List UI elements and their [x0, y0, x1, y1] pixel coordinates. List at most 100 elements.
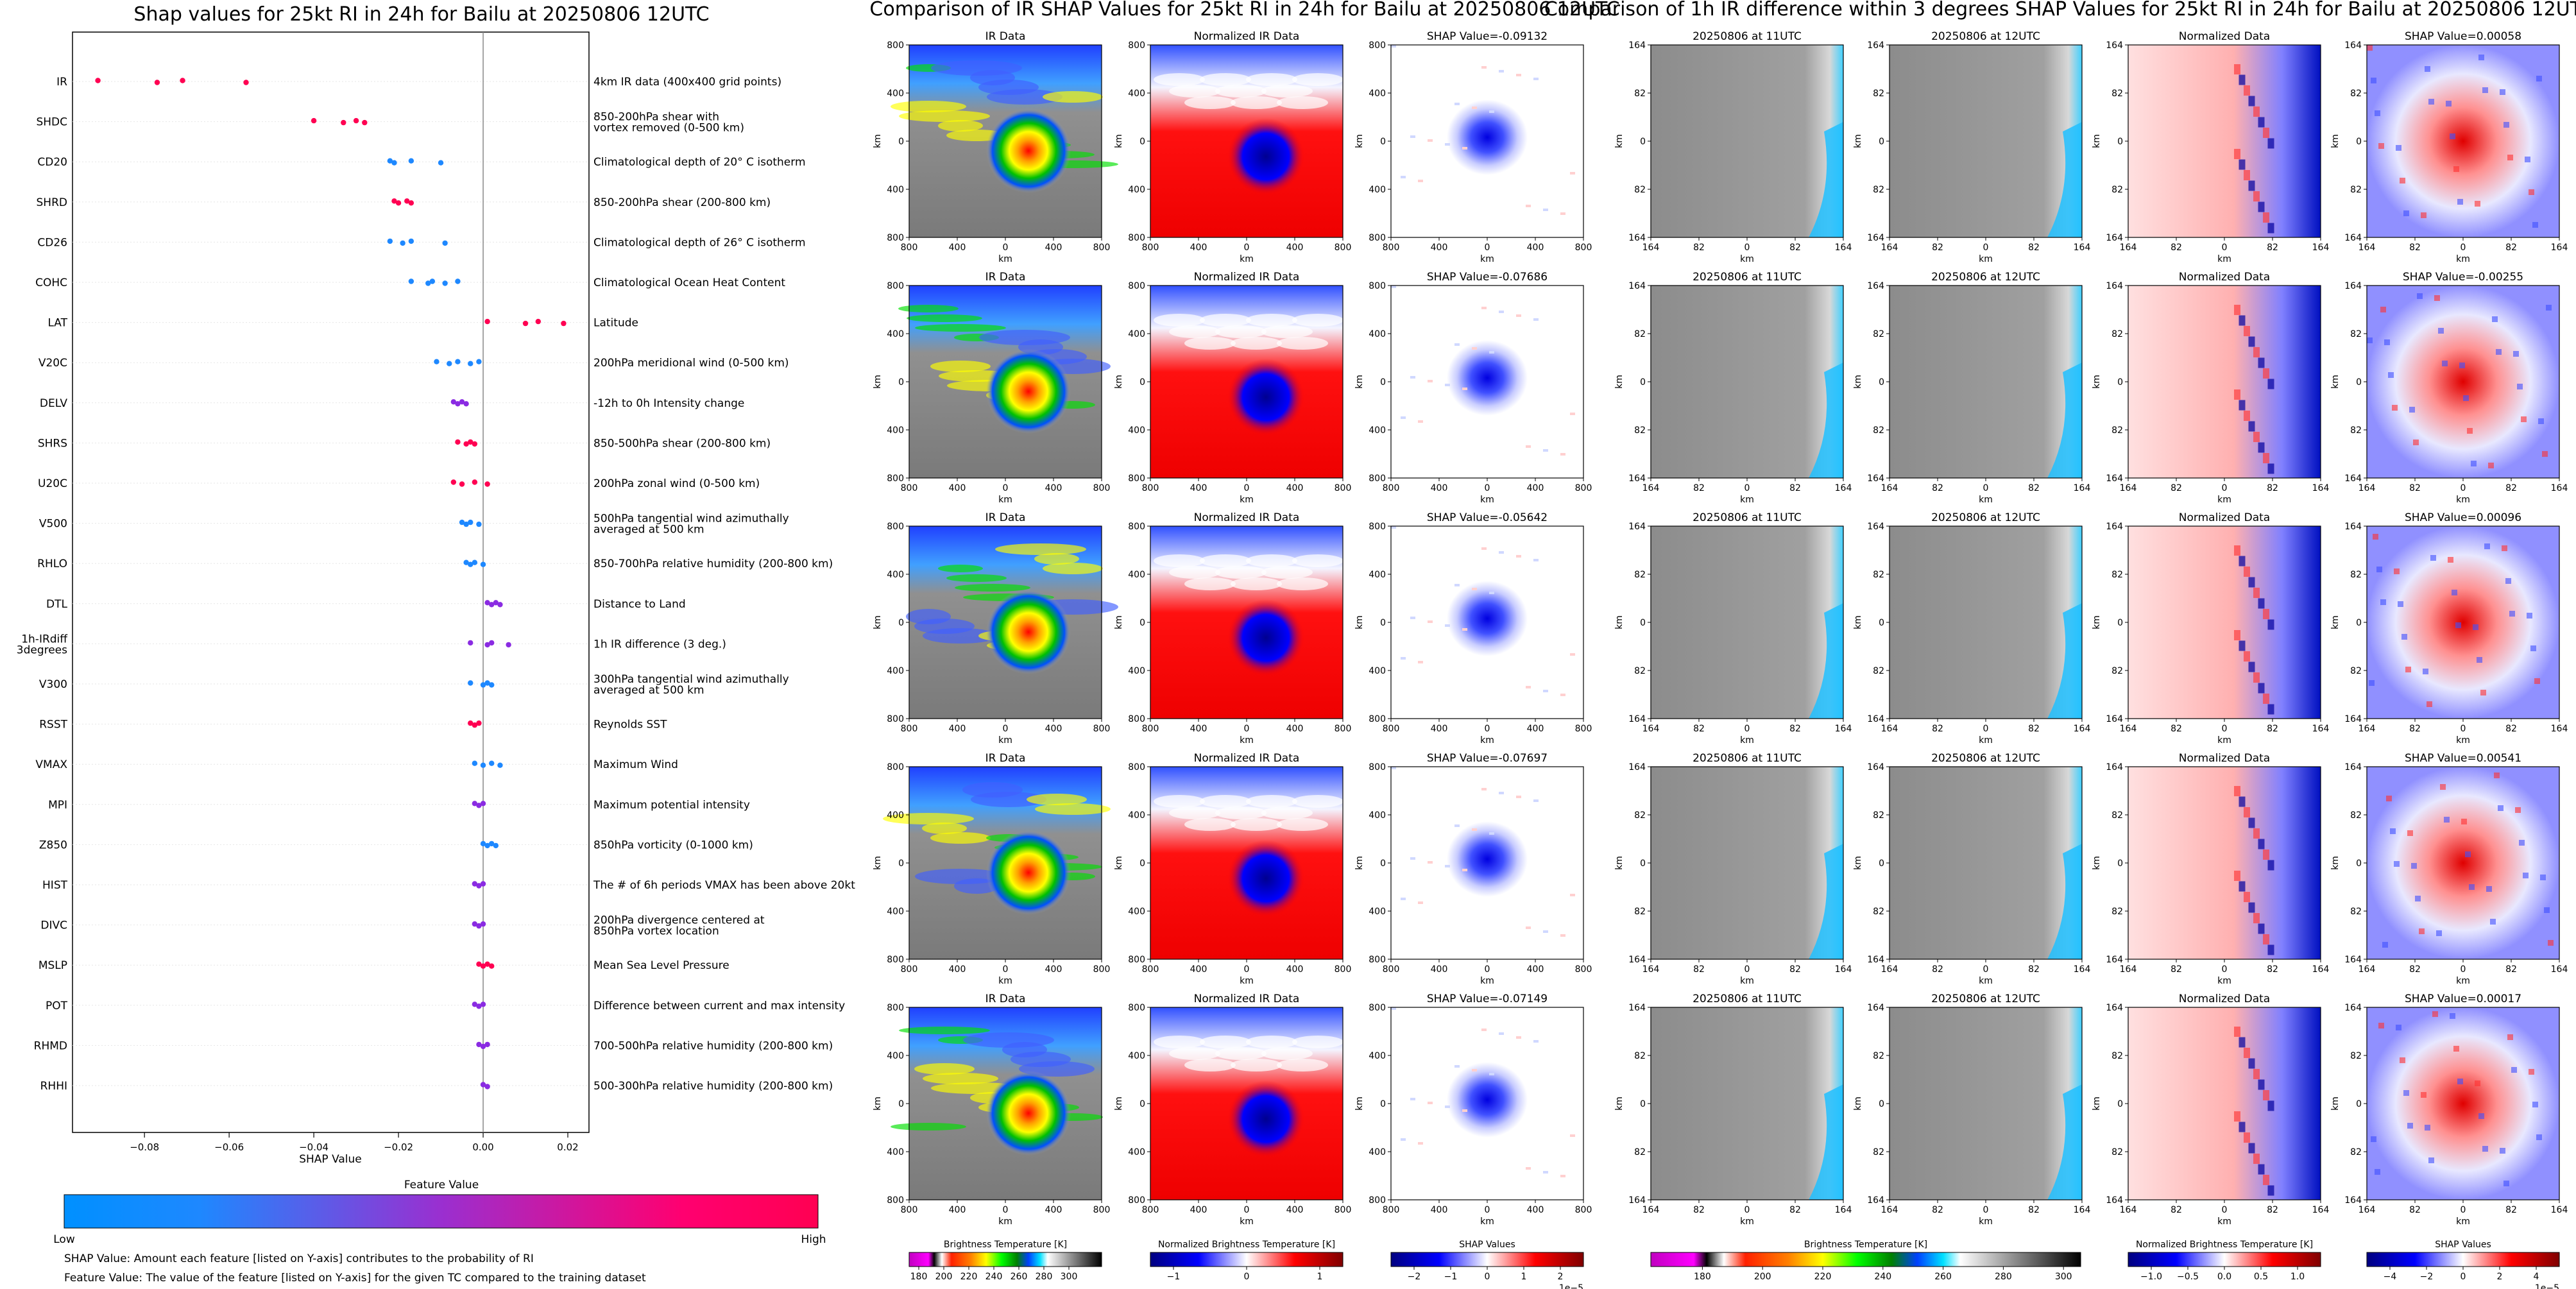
feature-descriptions: 4km IR data (400x400 grid points) 850-200…: [593, 76, 855, 1093]
y-tick-label: 400: [1369, 329, 1386, 339]
x-tick-label: 0: [1744, 964, 1750, 975]
shap-diff-speck: [2411, 863, 2417, 869]
satellite-cold-cloud: [1809, 363, 1843, 478]
normalized-data-streak: [2239, 881, 2246, 892]
y-tick-label: 82: [2350, 1147, 2362, 1157]
x-tick-label: 164: [2358, 964, 2376, 975]
shap-diff-speck: [2382, 942, 2388, 948]
y-tick-label: 164: [1628, 522, 1646, 532]
x-tick-label: 164: [1642, 724, 1660, 734]
normalized-data-streak: [2234, 305, 2240, 315]
irdiff-subplot: 20250806 at 12UTC1641648282008282164164k…: [1853, 993, 2090, 1227]
shap-summary-plot: Shap values for 25kt RI in 24h for Bailu…: [17, 3, 855, 1285]
shap-diff-speck: [2455, 622, 2461, 628]
panel-title: Normalized IR Data: [1194, 993, 1300, 1005]
y-tick-label: 0: [2117, 137, 2123, 147]
colorbar-tick-label: 1: [1317, 1272, 1323, 1282]
shap-diff-speck: [2534, 678, 2540, 684]
x-tick-label: 400: [1431, 243, 1448, 253]
panel-title: 20250806 at 12UTC: [1931, 30, 2040, 43]
normalized-data-streak: [2239, 640, 2246, 651]
y-axis-label: km: [2092, 856, 2102, 870]
shap-diff-speck: [2413, 440, 2419, 445]
normalized-data-streak: [2267, 619, 2274, 630]
x-tick-label: 400: [1527, 964, 1544, 975]
irdiff-subplot: Normalized Data1641648282008282164164kmk…: [2092, 511, 2329, 746]
shap-map-speck: [1533, 318, 1539, 321]
x-tick-label: 0: [1744, 243, 1750, 253]
satellite-cold-cloud: [2047, 363, 2082, 478]
x-tick-label: 164: [1642, 483, 1660, 493]
normalized-data-streak: [2253, 1154, 2260, 1164]
x-tick-label: −0.04: [299, 1141, 328, 1153]
x-tick-label: 0: [1003, 964, 1009, 975]
panel-title: 20250806 at 11UTC: [1693, 271, 1802, 284]
y-tick-label: 0: [1380, 1099, 1386, 1109]
feature-description: 500-300hPa relative humidity (200-800 km…: [593, 1080, 833, 1093]
x-tick-label: 164: [1881, 1205, 1898, 1215]
shap-diff-speck: [2477, 657, 2482, 663]
ir-subplot: Normalized IR Data8008004004000040040080…: [1114, 271, 1351, 505]
feature-label: COHC: [35, 277, 67, 289]
x-tick-label: 164: [2120, 243, 2137, 253]
colorbar-tick-label: 4: [2534, 1272, 2539, 1282]
shap-point: [442, 240, 448, 246]
x-tick-label: 82: [2267, 1205, 2278, 1215]
y-tick-label: 0: [1879, 377, 1884, 388]
x-axis-label: km: [2217, 254, 2231, 264]
feature-labels: IR SHDC CD20 SHRD CD26 COHC LAT V20C DELV SHRS U20…: [17, 76, 69, 1093]
shap-point: [476, 923, 482, 929]
x-axis-label: km: [998, 1216, 1012, 1227]
shap-map-speck: [1543, 1171, 1548, 1174]
feature-label: Z850: [39, 839, 67, 851]
x-tick-label: 82: [1693, 483, 1705, 493]
shap-point: [450, 479, 457, 485]
shap-diff-map: [2367, 1007, 2559, 1200]
shap-point: [476, 1003, 482, 1009]
y-tick-label: 0: [1380, 377, 1386, 388]
y-axis-label: km: [873, 375, 883, 389]
shap-map-speck: [1445, 865, 1450, 867]
normalized-data-streak: [2263, 1090, 2269, 1100]
x-tick-label: 800: [1142, 243, 1159, 253]
panel-title: 20250806 at 11UTC: [1693, 752, 1802, 765]
x-tick-label: 800: [1575, 1205, 1592, 1215]
x-tick-label: 164: [1881, 243, 1898, 253]
feature-description: 1h IR difference (3 deg.): [593, 638, 726, 651]
panel-title: IR Data: [985, 993, 1026, 1005]
y-tick-label: 800: [887, 1195, 904, 1206]
x-tick-label: 400: [1190, 1205, 1207, 1215]
y-tick-label: 164: [2106, 522, 2123, 532]
shap-point: [480, 1082, 486, 1088]
y-tick-label: 400: [1128, 1147, 1145, 1157]
y-tick-label: 82: [1873, 1147, 1884, 1157]
x-axis-label: km: [1979, 495, 1993, 505]
x-axis-label: km: [1480, 1216, 1494, 1227]
x-tick-label: 82: [2028, 1205, 2040, 1215]
shap-point: [468, 680, 473, 686]
feature-label: MPI: [48, 799, 67, 812]
shap-diff-speck: [2446, 101, 2452, 107]
shap-map-speck: [1516, 314, 1521, 317]
shap-map-speck: [1462, 628, 1467, 631]
normalized-data-streak: [2248, 662, 2255, 672]
irdiff-panels-grid: 20250806 at 11UTC1641648282008282164164k…: [1614, 30, 2568, 1227]
y-tick-label: 164: [2344, 955, 2362, 965]
y-tick-label: 0: [1879, 858, 1884, 869]
shap-diff-speck: [2482, 1146, 2488, 1152]
colorbar-exponent: 1e−5: [2535, 1283, 2559, 1289]
y-tick-label: 164: [1628, 714, 1646, 724]
colorbar-tick-label: −2: [1408, 1272, 1421, 1282]
shap-diff-speck: [2444, 817, 2450, 823]
x-tick-label: 0: [1244, 964, 1250, 975]
normalized-data-image: [2128, 1007, 2321, 1200]
shap-diff-speck: [2480, 690, 2486, 696]
irdiff-subplot: SHAP Value=0.000581641648282008282164164…: [2330, 30, 2568, 264]
y-tick-label: 0: [1640, 618, 1646, 628]
y-tick-label: 82: [1634, 1051, 1646, 1061]
y-axis-label: km: [1354, 375, 1365, 389]
x-axis-label: km: [1240, 254, 1254, 264]
colorbar-tick-label: 300: [2055, 1272, 2072, 1282]
shap-point: [489, 760, 495, 766]
normalized-data-streak: [2258, 683, 2265, 694]
